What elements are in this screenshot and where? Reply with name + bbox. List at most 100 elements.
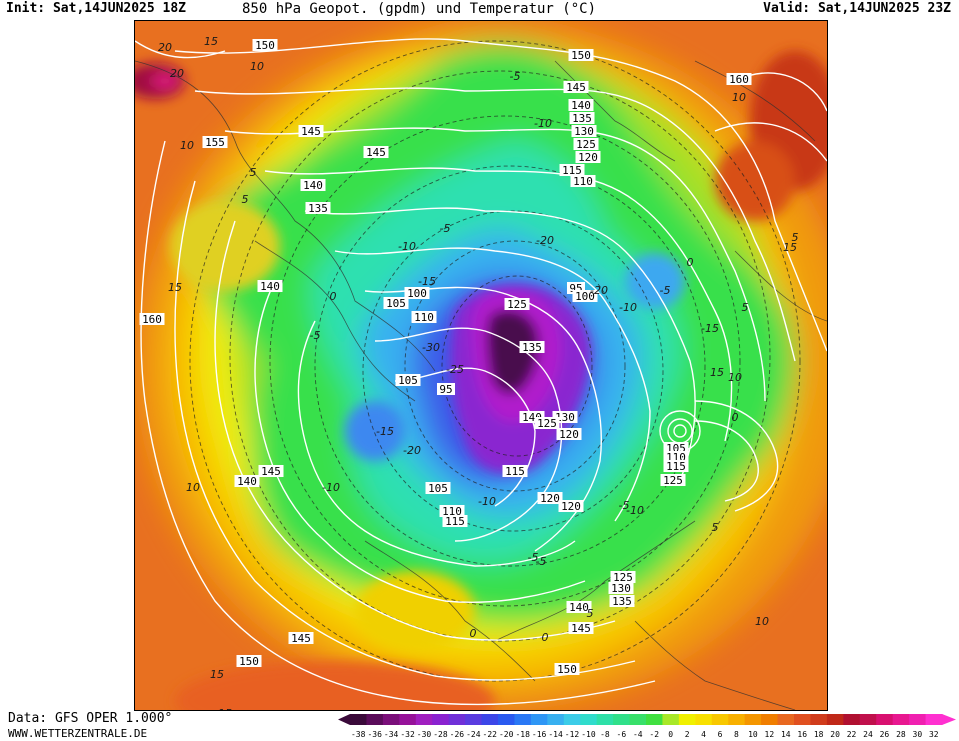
svg-text:115: 115 bbox=[666, 460, 686, 473]
legend-swatch bbox=[826, 714, 844, 725]
legend-tick-label: 28 bbox=[896, 730, 906, 739]
svg-text:125: 125 bbox=[663, 474, 683, 487]
temperature-isotherm-label: -10 bbox=[322, 481, 340, 494]
geopotential-contour-label: 125 bbox=[573, 138, 599, 151]
legend-tick-label: -8 bbox=[600, 730, 610, 739]
legend-ticks: -38 -36 -34 -32 -30 -28 -26 -24 -22 -20 -18 -16 -14-… bbox=[351, 730, 939, 739]
legend-swatch bbox=[646, 714, 663, 725]
temperature-isotherm-label: -10 bbox=[398, 240, 416, 253]
temperature-isotherm-label: 15 bbox=[710, 366, 724, 379]
legend-tick-label: -38 bbox=[351, 730, 366, 739]
legend-tick-label: -6 bbox=[617, 730, 627, 739]
svg-text:125: 125 bbox=[537, 417, 557, 430]
geopotential-contour-label: 105 bbox=[383, 297, 409, 310]
legend-swatch bbox=[465, 714, 483, 725]
svg-text:130: 130 bbox=[611, 582, 631, 595]
legend-tick-label: -30 bbox=[417, 730, 432, 739]
svg-text:135: 135 bbox=[572, 112, 592, 125]
temperature-isotherm-label: 5 bbox=[712, 521, 719, 534]
svg-text:110: 110 bbox=[414, 311, 434, 324]
legend-swatch bbox=[695, 714, 713, 725]
geopotential-contour-label: 95 bbox=[437, 383, 455, 396]
legend-tick-label: -12 bbox=[565, 730, 580, 739]
svg-text:145: 145 bbox=[291, 632, 311, 645]
svg-text:130: 130 bbox=[574, 125, 594, 138]
legend-swatch bbox=[596, 714, 614, 725]
legend-swatch bbox=[350, 714, 367, 725]
temperature-isotherm-label: 5 bbox=[250, 166, 257, 179]
temperature-isotherm-label: -5 bbox=[660, 284, 671, 297]
legend-tick-label: 16 bbox=[797, 730, 807, 739]
svg-text:160: 160 bbox=[142, 313, 162, 326]
geopotential-contour-label: 145 bbox=[363, 146, 389, 159]
svg-text:120: 120 bbox=[578, 151, 598, 164]
init-time-label: Init: Sat,14JUN2025 18Z bbox=[6, 1, 187, 16]
svg-text:115: 115 bbox=[562, 164, 582, 177]
legend-tick-label: 0 bbox=[668, 730, 673, 739]
svg-text:145: 145 bbox=[566, 81, 586, 94]
legend-tick-label: 2 bbox=[685, 730, 690, 739]
svg-text:105: 105 bbox=[386, 297, 406, 310]
legend-swatch bbox=[580, 714, 598, 725]
temperature-isotherm-label: -5 bbox=[536, 555, 547, 568]
temperature-isotherm-label: 15 bbox=[783, 241, 797, 254]
legend-swatch bbox=[498, 714, 515, 725]
legend-tick-label: 12 bbox=[765, 730, 775, 739]
temperature-isotherm-label: 10 bbox=[732, 91, 746, 104]
geopotential-contour-label: 140 bbox=[566, 601, 592, 614]
geopotential-contour-label: 130 bbox=[608, 582, 634, 595]
geopotential-contour-label: 160 bbox=[726, 73, 752, 86]
legend-arrow-high bbox=[942, 714, 956, 725]
legend-tick-label: -26 bbox=[450, 730, 465, 739]
legend-swatch bbox=[794, 714, 811, 725]
temperature-isotherm-label: -20 bbox=[403, 444, 421, 457]
svg-text:125: 125 bbox=[576, 138, 596, 151]
svg-text:125: 125 bbox=[507, 298, 527, 311]
svg-text:115: 115 bbox=[505, 465, 525, 478]
temperature-isotherm-label: 20 bbox=[170, 67, 184, 80]
legend-swatch bbox=[810, 714, 828, 725]
legend-swatch bbox=[613, 714, 631, 725]
legend-swatch bbox=[909, 714, 927, 725]
legend-swatch bbox=[399, 714, 417, 725]
svg-text:145: 145 bbox=[366, 146, 386, 159]
temperature-isotherm-label: -30 bbox=[422, 341, 440, 354]
geopotential-labels: 1501501451401351301251201151101551451451… bbox=[139, 39, 752, 676]
legend-swatch bbox=[415, 714, 433, 725]
legend-swatch bbox=[547, 714, 565, 725]
geopotential-contour-label: 140 bbox=[234, 475, 260, 488]
temperature-isotherm-label: -15 bbox=[701, 322, 719, 335]
temperature-isotherm-label: -15 bbox=[418, 275, 436, 288]
temperature-isotherm-label: -20 bbox=[590, 284, 608, 297]
geopotential-contour-label: 125 bbox=[660, 474, 686, 487]
geopotential-contour-label: 110 bbox=[439, 505, 465, 518]
legend-swatch bbox=[859, 714, 877, 725]
svg-text:135: 135 bbox=[522, 341, 542, 354]
temperature-isotherm-label: -10 bbox=[626, 504, 644, 517]
geopotential-contour-label: 155 bbox=[202, 136, 228, 149]
geopotential-contour-label: 100 bbox=[404, 287, 430, 300]
geopotential-contour-label: 110 bbox=[411, 311, 437, 324]
geopotential-contour-label: 120 bbox=[537, 492, 563, 505]
geopotential-contour-label: 150 bbox=[554, 663, 580, 676]
geopotential-contour-label: 135 bbox=[609, 595, 635, 608]
geopotential-contour-label: 150 bbox=[568, 49, 594, 62]
legend-swatch bbox=[761, 714, 779, 725]
legend-swatch bbox=[925, 714, 943, 725]
temperature-isotherm-label: 10 bbox=[250, 60, 264, 73]
temperature-isotherm-label: -25 bbox=[446, 363, 464, 376]
svg-text:100: 100 bbox=[407, 287, 427, 300]
geopotential-contour-label: 140 bbox=[300, 179, 326, 192]
legend-tick-label: 8 bbox=[734, 730, 739, 739]
legend-tick-label: 32 bbox=[929, 730, 939, 739]
temperature-isotherm-label: 5 bbox=[792, 231, 799, 244]
legend-swatch bbox=[382, 714, 400, 725]
temperature-isotherm-label: 15 bbox=[168, 281, 182, 294]
svg-text:140: 140 bbox=[571, 99, 591, 112]
temperature-isotherm-label: -10 bbox=[478, 495, 496, 508]
legend-swatch bbox=[892, 714, 910, 725]
geopotential-contour-label: 125 bbox=[534, 417, 560, 430]
temperature-isotherms bbox=[189, 40, 801, 682]
legend-swatch bbox=[530, 714, 548, 725]
svg-text:150: 150 bbox=[571, 49, 591, 62]
